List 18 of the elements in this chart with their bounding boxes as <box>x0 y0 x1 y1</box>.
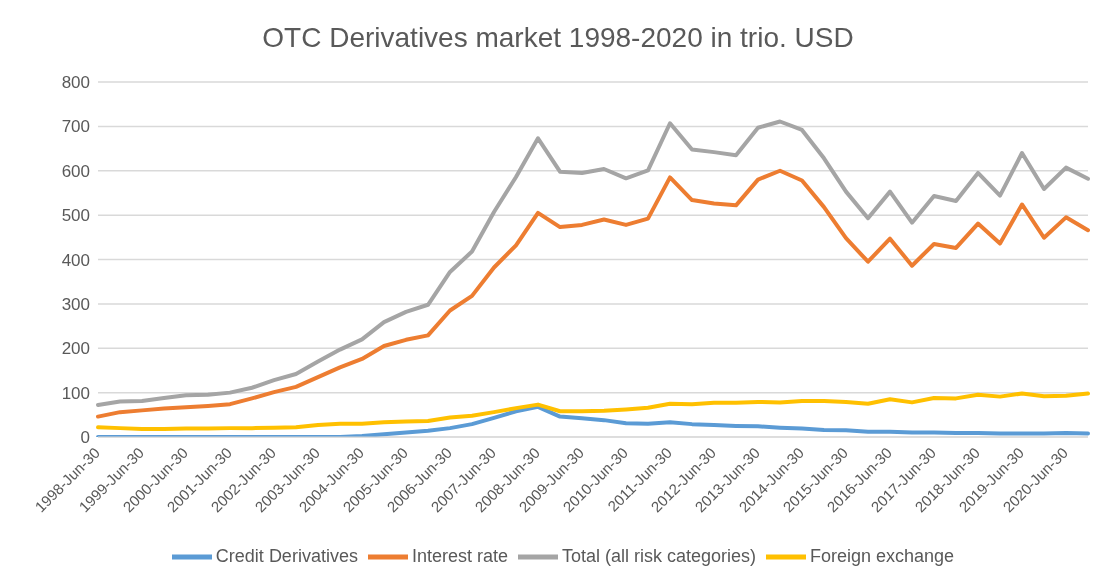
y-tick-label: 100 <box>61 383 90 403</box>
line-series <box>96 391 1090 432</box>
legend-label: Foreign exchange <box>810 545 955 566</box>
legend-label: Credit Derivatives <box>215 545 358 566</box>
chart-title: OTC Derivatives market 1998-2020 in trio. USD <box>261 21 855 55</box>
y-tick-label: 0 <box>80 428 90 448</box>
legend-label: Interest rate <box>411 545 508 566</box>
y-tick-label: 700 <box>61 117 90 137</box>
line-series <box>96 119 1090 408</box>
y-tick-label: 600 <box>61 161 90 181</box>
line-series <box>96 404 1090 437</box>
y-tick-label: 400 <box>61 250 90 270</box>
y-tick-label: 300 <box>61 294 90 314</box>
y-tick-label: 800 <box>61 73 90 93</box>
line-series <box>96 168 1090 419</box>
y-tick-label: 200 <box>61 339 90 359</box>
y-tick-label: 500 <box>61 206 90 226</box>
legend-label: Total (all risk categories) <box>561 545 757 566</box>
